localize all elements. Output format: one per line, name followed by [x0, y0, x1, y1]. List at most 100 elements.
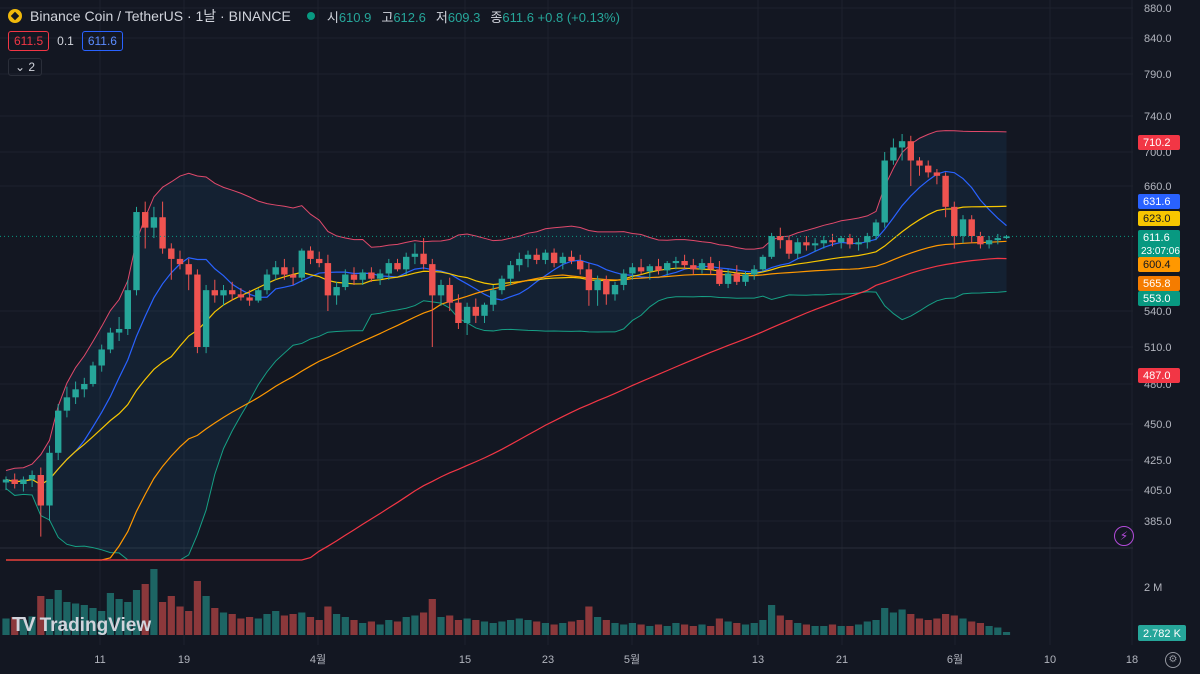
candle-body: [37, 475, 44, 506]
volume-bar: [402, 617, 410, 635]
time-tick-label: 18: [1126, 654, 1138, 666]
candle-body: [463, 306, 471, 323]
candle-body: [524, 254, 532, 259]
sell-button[interactable]: 611.5: [8, 31, 50, 51]
candle-body: [437, 284, 445, 296]
tradingview-logo-icon: TV: [12, 614, 36, 636]
candle-body: [655, 266, 662, 271]
volume-bar: [333, 614, 341, 635]
volume-bar: [463, 618, 471, 635]
volume-bar: [594, 617, 602, 635]
candle-body: [872, 222, 880, 236]
candle-body: [159, 217, 166, 249]
ohlc-high: 고612.6: [381, 9, 426, 25]
volume-bar: [567, 621, 576, 635]
volume-bar: [376, 624, 384, 635]
candle-body: [603, 279, 610, 295]
candle-body: [272, 267, 279, 275]
volume-bar: [994, 627, 1002, 635]
price-tag-background: [1138, 276, 1180, 291]
time-tick-label: 11: [94, 654, 105, 666]
volume-bar: [646, 626, 654, 635]
candle-body: [490, 290, 497, 305]
candle-body: [194, 274, 201, 347]
tradingview-logo[interactable]: TV TradingView: [12, 614, 151, 637]
volume-bar: [768, 605, 776, 635]
candlesticks: [0, 134, 1133, 537]
candle-body: [359, 272, 366, 280]
candle-body: [577, 261, 584, 270]
price-axis[interactable]: 880.0840.0790.0740.0700.0660.0540.0510.0…: [1133, 0, 1200, 674]
price-tick-label: 425.0: [1144, 455, 1172, 467]
price-tick-label: 385.0: [1144, 516, 1172, 528]
price-tag-label: 487.0: [1143, 370, 1171, 382]
volume-bar: [411, 615, 419, 635]
volume-bar: [150, 569, 158, 635]
candle-body: [211, 290, 218, 296]
time-axis[interactable]: 11 19 4월 15 23 5월 13 21 6월 10 18: [94, 653, 1138, 666]
volume-bar: [628, 623, 636, 635]
candle-body: [768, 236, 775, 257]
candle-body: [263, 274, 271, 291]
candle-body: [446, 284, 453, 303]
settings-icon[interactable]: ⚙: [1165, 652, 1181, 668]
symbol-title[interactable]: Binance Coin / TetherUS · 1날 · BINANCE: [30, 8, 291, 24]
price-tag-label: 631.6: [1143, 196, 1171, 208]
volume-bar: [733, 623, 741, 635]
plot-background: [0, 0, 1133, 674]
volume-bar: [541, 623, 549, 635]
candle-body: [124, 290, 131, 329]
volume-bar: [611, 623, 619, 635]
candle-body: [403, 256, 410, 270]
volume-bar: [820, 626, 828, 635]
price-tag-label: 611.6: [1143, 232, 1170, 244]
candle-body: [115, 329, 123, 333]
volume-bar: [863, 621, 871, 635]
volume-bar: [472, 620, 480, 635]
market-status-icon: [306, 12, 315, 20]
lightning-icon[interactable]: ⚡: [1114, 526, 1134, 546]
volume-bar: [98, 611, 106, 635]
candle-body: [142, 212, 149, 228]
time-tick-label: 21: [836, 654, 848, 666]
candle-body: [307, 250, 314, 259]
candle-body: [907, 141, 914, 161]
volume-bar: [228, 614, 236, 635]
volume-bar: [698, 624, 706, 635]
candle-body: [777, 236, 784, 241]
candle-body: [289, 274, 297, 278]
candle-body: [168, 248, 175, 259]
volume-bar: [654, 624, 663, 635]
volume-bar: [437, 617, 445, 635]
candle-body: [951, 206, 958, 236]
time-tick-label: 19: [178, 654, 190, 666]
candle-body: [89, 365, 97, 384]
moving-average-line: [6, 240, 1007, 561]
volume-bar: [202, 596, 210, 635]
buy-button[interactable]: 611.6: [81, 31, 123, 51]
price-tag-label: 600.4: [1143, 259, 1171, 271]
volume-bar: [915, 618, 924, 635]
volume-bar: [63, 602, 71, 635]
candle-body: [864, 236, 871, 243]
price-axis-background: [1133, 0, 1200, 674]
candle-body: [472, 306, 479, 316]
candle-body: [28, 475, 36, 480]
candle-body: [698, 263, 706, 270]
candle-body: [611, 284, 619, 295]
volume-value-label: 2.782 K: [1143, 628, 1182, 640]
volume-bar: [393, 621, 402, 635]
candle-body: [637, 267, 645, 272]
volume-bar: [898, 609, 906, 635]
candle-body: [507, 265, 514, 279]
candle-body: [742, 274, 749, 282]
volume-bar: [672, 623, 680, 635]
price-tick-label: 660.0: [1144, 181, 1172, 193]
indicators-toggle-button[interactable]: ⌄ 2: [8, 58, 43, 76]
candle-body: [202, 290, 210, 347]
candle-body: [977, 236, 984, 245]
volume-bar: [837, 626, 845, 635]
candle-body: [498, 278, 506, 291]
volume-bar: [524, 620, 532, 635]
